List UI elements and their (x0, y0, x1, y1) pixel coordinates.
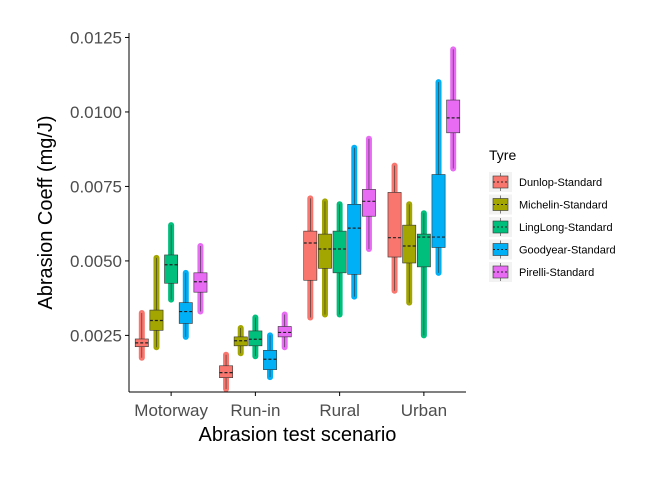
x-tick-label: Rural (319, 401, 360, 420)
box-run-in (219, 351, 233, 393)
series-linglong-standard (164, 201, 431, 360)
box-urban (416, 210, 431, 339)
box-run-in (233, 324, 248, 357)
x-axis-ticks: Motorway Run-in Rural Urban (134, 392, 447, 420)
x-tick-label: Motorway (134, 401, 208, 420)
legend-label: Dunlop-Standard (519, 177, 602, 189)
plot-area (134, 46, 461, 393)
box-rural (318, 198, 332, 318)
box-body (248, 330, 263, 347)
axes: 0.0025 0.0050 0.0075 0.0100 0.0125 Motorway R… (35, 28, 466, 446)
box-body (362, 189, 376, 217)
legend-item: Pirelli-Standard (489, 262, 594, 282)
box-body (263, 349, 277, 370)
box-body (303, 230, 318, 281)
box-rural (362, 135, 376, 252)
box-urban (402, 201, 417, 306)
legend-item: Dunlop-Standard (489, 172, 602, 192)
y-axis-title: Abrasion Coeff (mg/J) (35, 115, 57, 309)
box-body (164, 254, 179, 284)
box-body (193, 272, 208, 293)
legend-title: Tyre (489, 147, 516, 163)
box-rural (332, 201, 347, 318)
x-tick-label: Urban (401, 401, 447, 420)
legend-item: LingLong-Standard (489, 217, 613, 237)
box-body (402, 224, 417, 264)
legend: Tyre Dunlop-Standard Michelin-Standard Lin… (489, 147, 616, 282)
legend-label: Goodyear-Standard (519, 245, 616, 257)
legend-item: Michelin-Standard (489, 194, 608, 215)
series-michelin-standard (149, 198, 417, 357)
box-motorway (149, 254, 164, 351)
box-urban (387, 162, 402, 294)
box-run-in (248, 314, 263, 360)
box-body (416, 233, 431, 268)
series-pirelli-standard (193, 46, 461, 351)
y-tick-label: 0.0075 (70, 177, 122, 196)
legend-item: Goodyear-Standard (489, 239, 616, 260)
x-axis-title: Abrasion test scenario (199, 424, 397, 446)
box-rural (303, 195, 318, 321)
y-tick-label: 0.0125 (70, 28, 122, 47)
box-body (446, 99, 461, 134)
legend-items: Dunlop-Standard Michelin-Standard LingLong… (489, 172, 616, 282)
box-urban (431, 79, 446, 276)
box-motorway (164, 222, 179, 303)
box-body (387, 192, 402, 258)
box-run-in (277, 311, 292, 351)
series-goodyear-standard (178, 79, 446, 381)
y-tick-label: 0.0100 (70, 103, 122, 122)
legend-label: Pirelli-Standard (519, 267, 594, 279)
y-tick-label: 0.0050 (70, 252, 122, 271)
box-motorway (134, 310, 149, 361)
box-motorway (178, 269, 193, 340)
box-body (219, 365, 233, 378)
series-dunlop-standard (134, 162, 402, 393)
box-urban (446, 46, 461, 172)
legend-label: Michelin-Standard (519, 200, 608, 212)
y-tick-label: 0.0025 (70, 326, 122, 345)
box-rural (347, 144, 362, 300)
box-body (178, 302, 193, 324)
box-body (332, 230, 347, 274)
legend-label: LingLong-Standard (519, 222, 613, 234)
box-body (277, 326, 292, 338)
box-body (318, 233, 332, 269)
x-tick-label: Run-in (230, 401, 280, 420)
y-axis-ticks: 0.0025 0.0050 0.0075 0.0100 0.0125 (70, 28, 129, 345)
box-run-in (263, 332, 277, 381)
box-body (431, 174, 446, 248)
box-motorway (193, 243, 208, 315)
box-body (347, 204, 362, 275)
